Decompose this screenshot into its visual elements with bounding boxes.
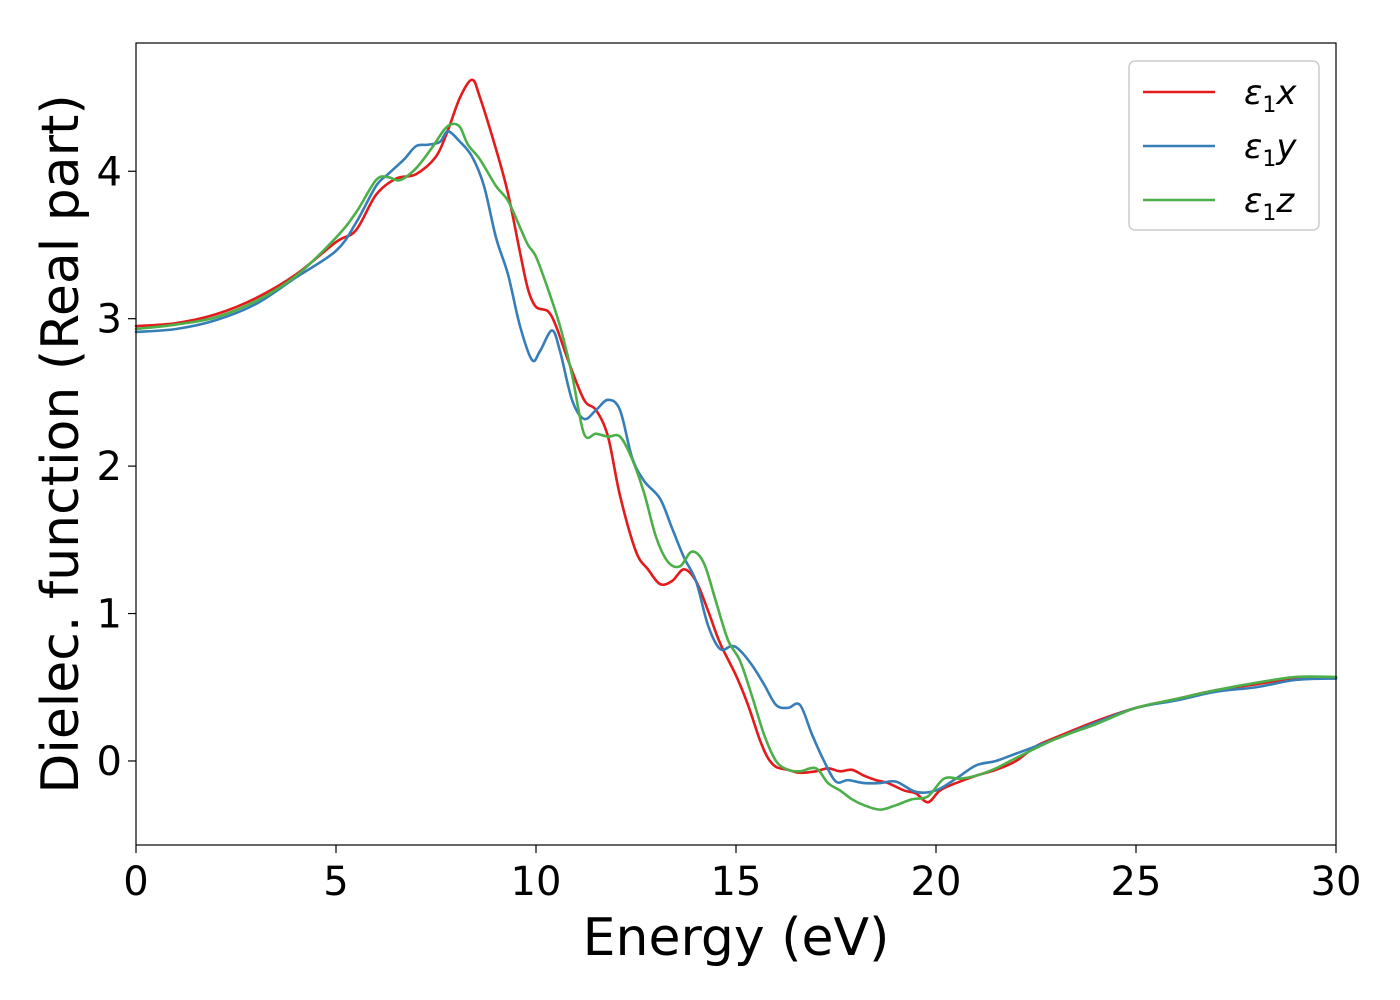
x-axis-label: Energy (eV) — [583, 908, 890, 968]
series-line-y — [134, 130, 1338, 794]
legend-label-x: ε1x — [1244, 73, 1297, 118]
x-tick-label: 30 — [1311, 859, 1362, 905]
y-tick-label: 1 — [97, 592, 122, 638]
x-tick-label: 20 — [911, 859, 962, 905]
y-tick-label: 2 — [97, 444, 122, 490]
y-axis-label: Dielec. function (Real part) — [31, 94, 91, 793]
series-line-z — [134, 122, 1338, 811]
legend-box — [1128, 60, 1320, 231]
series-layer — [134, 78, 1338, 811]
legend-label-z: ε1z — [1244, 181, 1295, 226]
x-tick-label: 10 — [511, 859, 562, 905]
legend: ε1x ε1y ε1z — [1128, 60, 1320, 231]
y-tick-label: 3 — [97, 297, 122, 343]
legend-label-y: ε1y — [1244, 127, 1297, 172]
x-tick-label: 5 — [323, 859, 348, 905]
x-tick-label: 25 — [1111, 859, 1162, 905]
y-ticks: 0 1 2 3 4 — [97, 149, 136, 785]
x-ticks: 0 5 10 15 20 25 30 — [123, 845, 1361, 905]
x-tick-label: 15 — [711, 859, 762, 905]
y-tick-label: 0 — [97, 739, 122, 785]
x-tick-label: 0 — [123, 859, 148, 905]
y-tick-label: 4 — [97, 149, 122, 195]
